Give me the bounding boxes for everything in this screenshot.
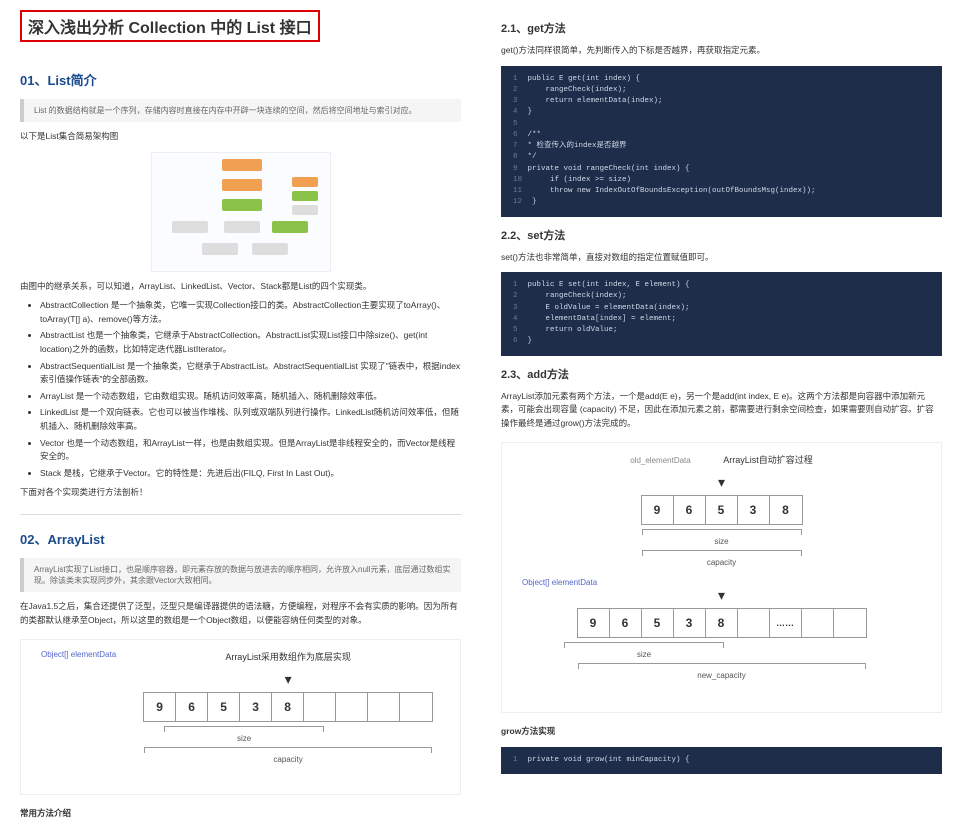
- add-heading: 2.3、add方法: [501, 366, 942, 382]
- left-column: 深入浅出分析 Collection 中的 List 接口 01、List简介 L…: [20, 10, 461, 827]
- set-code-block: 1public E set(int index, E element) { 2 …: [501, 272, 942, 356]
- grow-code-block: 1private void grow(int minCapacity) {: [501, 747, 942, 774]
- arraylist-grow-diagram: old_elementData ArrayList自动扩容过程 ▾ 9 6 5 …: [501, 442, 942, 713]
- new-size-brace: size: [564, 642, 724, 659]
- arraylist-array-diagram: Object[] elementData ArrayList采用数组作为底层实现…: [20, 639, 461, 795]
- list-hierarchy-diagram: [151, 152, 331, 272]
- s2-footer: 常用方法介绍: [20, 807, 461, 821]
- s1-quote: List 的数据结构就是一个序列，存储内容时直接在内存中开辟一块连续的空间，然后…: [20, 99, 461, 122]
- divider: [20, 514, 461, 515]
- list-item: Vector 也是一个动态数组，和ArrayList一样，也是由数组实现。但是A…: [40, 437, 461, 464]
- capacity-brace: capacity: [144, 747, 432, 764]
- arrow-down-icon: ▾: [522, 474, 921, 491]
- list-item: AbstractCollection 是一个抽象类，它唯一实现Collectio…: [40, 299, 461, 326]
- new-element-label: Object[] elementData: [522, 578, 597, 587]
- s2-quote: ArrayList实现了List接口，也是顺序容器，即元素存放的数据与放进去的顺…: [20, 558, 461, 592]
- list-item: AbstractSequentialList 是一个抽象类，它继承于Abstra…: [40, 360, 461, 387]
- old-capacity-brace: capacity: [642, 550, 802, 567]
- section-2-heading: 02、ArrayList: [20, 529, 461, 548]
- element-data-label: Object[] elementData: [41, 650, 116, 659]
- get-code-block: 1public E get(int index) { 2 rangeCheck(…: [501, 66, 942, 217]
- grow-footer: grow方法实现: [501, 725, 942, 739]
- list-item: LinkedList 是一个双向链表。它也可以被当作堆栈、队列或双端队列进行操作…: [40, 406, 461, 433]
- old-array-row: 9 6 5 3 8: [641, 495, 803, 525]
- old-size-brace: size: [642, 529, 802, 546]
- get-heading: 2.1、get方法: [501, 20, 942, 36]
- old-element-label: old_elementData: [630, 456, 690, 465]
- new-capacity-brace: new_capacity: [578, 663, 866, 680]
- get-para: get()方法同样很简单，先判断传入的下标是否越界，再获取指定元素。: [501, 44, 942, 58]
- list-item: ArrayList 是一个动态数组，它由数组实现。随机访问效率高，随机插入、随机…: [40, 390, 461, 404]
- arrow-down-icon: ▾: [136, 671, 440, 688]
- add-para: ArrayList添加元素有两个方法，一个是add(E e)，另一个是add(i…: [501, 390, 942, 431]
- section-1-heading: 01、List简介: [20, 70, 461, 89]
- array-caption: ArrayList采用数组作为底层实现: [136, 650, 440, 663]
- set-para: set()方法也非常简单，直接对数组的指定位置赋值即可。: [501, 251, 942, 265]
- list-item: AbstractList 也是一个抽象类，它继承于AbstractCollect…: [40, 329, 461, 356]
- page-title: 深入浅出分析 Collection 中的 List 接口: [20, 10, 320, 42]
- s1-intro: 以下是List集合简易架构图: [20, 130, 461, 144]
- grow-caption: ArrayList自动扩容过程: [723, 453, 813, 466]
- list-item: Stack 是栈，它继承于Vector。它的特性是：先进后出(FILQ, Fir…: [40, 467, 461, 481]
- array-row: 9 6 5 3 8: [143, 692, 433, 722]
- set-heading: 2.2、set方法: [501, 227, 942, 243]
- arrow-down-icon: ▾: [522, 587, 921, 604]
- s1-footer: 下面对各个实现类进行方法剖析！: [20, 486, 461, 500]
- s1-caption: 由图中的继承关系，可以知道，ArrayList、LinkedList、Vecto…: [20, 280, 461, 294]
- s2-para: 在Java1.5之后，集合还提供了泛型，泛型只是编译器提供的语法糖，方便编程，对…: [20, 600, 461, 627]
- s1-bullet-list: AbstractCollection 是一个抽象类，它唯一实现Collectio…: [40, 299, 461, 480]
- new-array-row: 9 6 5 3 8 ……: [577, 608, 867, 638]
- size-brace: size: [164, 726, 324, 743]
- right-column: 2.1、get方法 get()方法同样很简单，先判断传入的下标是否越界，再获取指…: [501, 10, 942, 827]
